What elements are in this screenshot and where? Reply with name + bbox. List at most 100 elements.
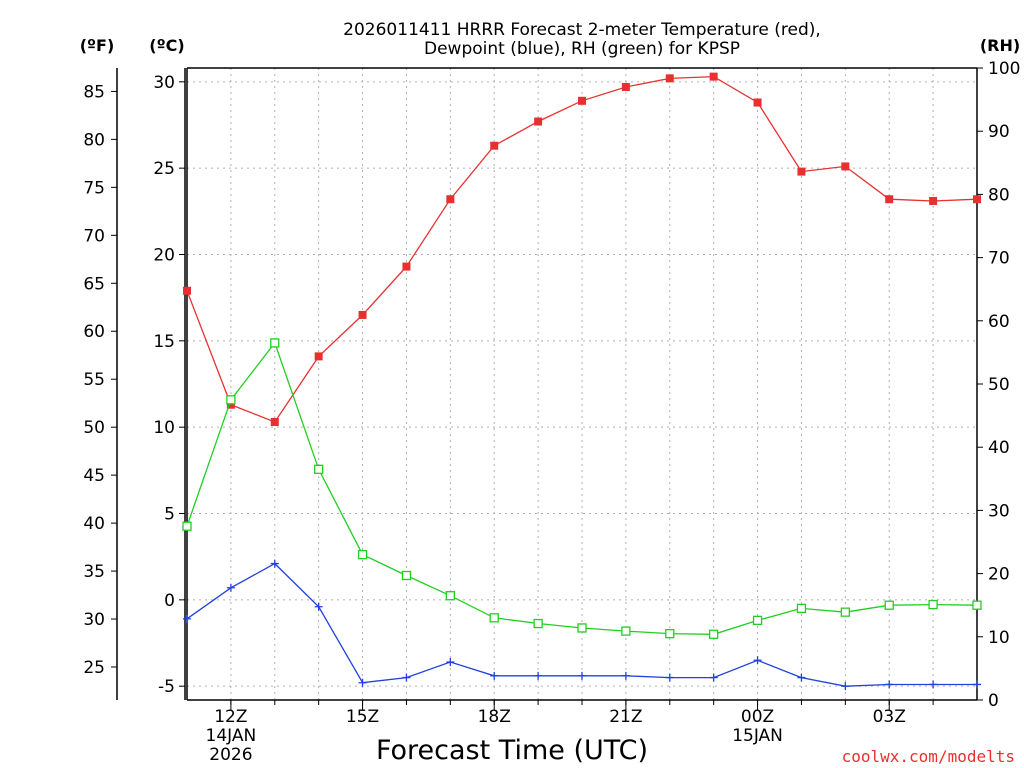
celsius-tick-label: 15 <box>153 332 175 352</box>
temperature-point <box>621 82 630 91</box>
temperature-point <box>753 98 762 107</box>
rh-point <box>928 599 938 610</box>
rh-point <box>972 600 982 610</box>
temperature-point <box>270 417 279 426</box>
rh-point <box>270 338 280 348</box>
celsius-tick-label: 0 <box>164 591 175 611</box>
fahrenheit-unit-label: (ºF) <box>80 36 115 55</box>
temperature-point <box>973 195 981 204</box>
rh-tick-label: 80 <box>988 185 1010 205</box>
x-tick-label: 12Z <box>214 707 247 727</box>
fahrenheit-tick-label: 80 <box>83 130 105 150</box>
fahrenheit-tick-label: 45 <box>83 466 105 486</box>
rh-point <box>445 591 455 601</box>
rh-point <box>621 626 631 636</box>
fahrenheit-tick-label: 35 <box>83 562 105 582</box>
rh-tick-label: 100 <box>988 59 1020 79</box>
dewpoint-point <box>885 680 894 689</box>
dewpoint-point <box>490 671 499 680</box>
fahrenheit-tick-label: 25 <box>83 658 105 678</box>
temperature-point <box>226 400 235 409</box>
temperature-point <box>314 352 323 361</box>
fahrenheit-tick-label: 60 <box>83 322 105 342</box>
gridlines <box>187 68 977 700</box>
celsius-tick-label: 5 <box>164 505 175 525</box>
temperature-point <box>709 72 718 81</box>
dewpoint-point <box>534 671 543 680</box>
rh-point <box>533 618 543 629</box>
rh-point <box>840 607 850 617</box>
fahrenheit-tick-label: 75 <box>83 178 105 198</box>
temperature-point <box>578 96 586 105</box>
temperature-point <box>446 195 455 204</box>
dewpoint-point <box>270 559 279 568</box>
x-date-label: 15JAN <box>732 726 783 746</box>
fahrenheit-tick-label: 40 <box>83 514 105 534</box>
rh-tick-label: 40 <box>988 438 1010 458</box>
rh-tick-label: 20 <box>988 565 1010 585</box>
dewpoint-point <box>665 673 674 682</box>
dewpoint-point <box>797 673 806 682</box>
rh-point <box>796 603 807 614</box>
x-date-label: 14JAN <box>206 726 257 746</box>
rh-unit-label: (RH) <box>980 36 1020 55</box>
dewpoint-point <box>358 678 367 687</box>
rh-point <box>489 613 499 623</box>
fahrenheit-tick-label: 55 <box>83 370 105 390</box>
x-tick-label: 00Z <box>741 707 774 727</box>
celsius-tick-label: 25 <box>153 159 175 179</box>
temperature-point <box>358 310 367 319</box>
axes: -5 0 5 10 15 20 25 30 25 30 35 40 45 50 55 60 65 70 75 80 85… <box>83 59 1020 765</box>
temperature-point <box>402 262 411 271</box>
dewpoint-point <box>929 680 938 689</box>
rh-tick-label: 10 <box>988 628 1010 648</box>
rh-point <box>182 521 192 531</box>
celsius-tick-label: 10 <box>153 418 175 438</box>
rh-point <box>401 570 412 581</box>
rh-tick-label: 60 <box>988 312 1010 332</box>
dewpoint-point <box>578 671 586 680</box>
temperature-point <box>929 196 938 205</box>
rh-tick-label: 50 <box>988 375 1010 395</box>
x-tick-label: 03Z <box>873 707 906 727</box>
dewpoint-point <box>841 682 850 691</box>
dewpoint-point <box>621 671 630 680</box>
celsius-tick-label: -5 <box>158 677 175 697</box>
rh-point <box>665 628 675 639</box>
rh-tick-label: 90 <box>988 122 1010 142</box>
rh-point <box>752 615 763 626</box>
temperature-point <box>797 167 806 176</box>
fahrenheit-tick-label: 65 <box>83 274 105 294</box>
dewpoint-point <box>183 614 191 623</box>
rh-point <box>314 464 324 474</box>
temperature-point <box>841 162 850 171</box>
dewpoint-point <box>226 583 235 592</box>
celsius-tick-label: 20 <box>153 245 175 265</box>
dewpoint-point <box>753 656 762 665</box>
rh-point <box>357 549 368 560</box>
dewpoint-point <box>973 680 981 689</box>
temperature-point <box>183 286 191 295</box>
chart-title-line1: 2026011411 HRRR Forecast 2-meter Tempera… <box>343 20 821 40</box>
temperature-point <box>534 117 543 126</box>
rh-tick-label: 0 <box>988 691 999 711</box>
chart-title-line2: Dewpoint (blue), RH (green) for KPSP <box>424 39 740 59</box>
fahrenheit-tick-label: 70 <box>83 226 105 246</box>
dewpoint-point <box>402 673 411 682</box>
rh-point <box>709 629 719 639</box>
rh-point <box>884 600 894 610</box>
fahrenheit-tick-label: 50 <box>83 418 105 438</box>
dewpoint-point <box>709 673 718 682</box>
watermark: coolwx.com/modelts <box>842 747 1015 766</box>
fahrenheit-tick-label: 85 <box>83 82 105 102</box>
temperature-point <box>665 74 674 83</box>
x-tick-label: 21Z <box>609 707 642 727</box>
temperature-point <box>490 141 499 150</box>
x-tick-label: 18Z <box>478 707 511 727</box>
dewpoint-point <box>314 602 323 611</box>
dewpoint-point <box>446 658 455 667</box>
rh-point <box>577 623 587 633</box>
data-series <box>182 72 982 691</box>
x-tick-label: 15Z <box>346 707 379 727</box>
